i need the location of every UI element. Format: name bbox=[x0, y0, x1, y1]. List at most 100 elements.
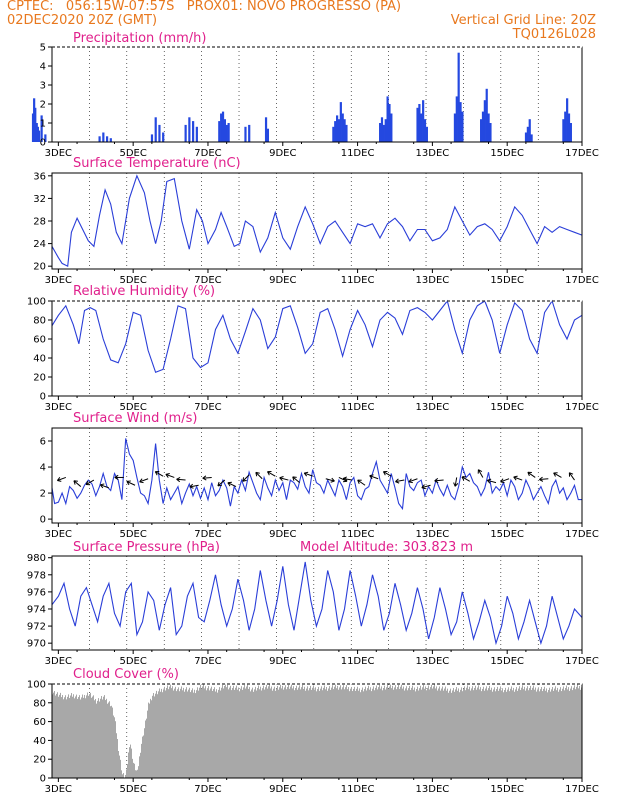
cloud-column bbox=[305, 690, 306, 778]
cloud-column bbox=[142, 736, 143, 778]
cloud-column bbox=[525, 690, 526, 778]
cloud-column bbox=[214, 687, 215, 778]
cloud-column bbox=[389, 686, 390, 778]
header-date: 02DEC2020 20Z (GMT) bbox=[7, 13, 158, 28]
cloud-column bbox=[542, 691, 543, 778]
cloud-column bbox=[59, 694, 60, 778]
wind-arrow-head bbox=[513, 476, 517, 481]
precip-bar bbox=[341, 113, 344, 142]
precip-bar bbox=[102, 132, 105, 142]
cloud-column bbox=[416, 689, 417, 778]
cloud-column bbox=[113, 715, 114, 778]
precip-bar bbox=[109, 138, 112, 142]
cloud-column bbox=[296, 685, 297, 778]
cloud-column bbox=[257, 688, 258, 778]
cloud-column bbox=[160, 691, 161, 778]
cloud-column bbox=[137, 769, 138, 778]
cloud-column bbox=[265, 687, 266, 778]
cloud-column bbox=[285, 685, 286, 778]
precip-bar bbox=[220, 113, 223, 142]
precip-bar bbox=[481, 111, 485, 142]
wind-arrow bbox=[342, 476, 353, 482]
cloud-column bbox=[437, 690, 438, 778]
wind-arrow-head bbox=[100, 483, 105, 486]
wind-arrow-head bbox=[478, 469, 483, 472]
y-tick-label: 36 bbox=[33, 171, 46, 182]
cloud-column bbox=[364, 688, 365, 778]
precip-bar bbox=[225, 124, 228, 142]
header-grid-line: Vertical Grid Line: 20Z bbox=[450, 13, 596, 28]
wind-arrow bbox=[421, 484, 431, 490]
precip-bar bbox=[343, 119, 346, 142]
cloud-column bbox=[484, 690, 485, 778]
cloud-column bbox=[522, 685, 523, 778]
precip-bar bbox=[457, 52, 460, 143]
wind-arrow bbox=[73, 480, 82, 487]
cloud-column bbox=[446, 690, 447, 778]
cloud-column bbox=[470, 690, 471, 778]
cloud-column bbox=[169, 686, 170, 778]
precip-bar bbox=[184, 124, 187, 142]
cloud-column bbox=[529, 688, 530, 778]
cloud-column bbox=[509, 691, 510, 778]
cloud-column bbox=[138, 766, 139, 778]
cloud-column bbox=[216, 689, 217, 778]
cloud-column bbox=[430, 687, 431, 778]
cloud-column bbox=[88, 695, 89, 778]
wind-arrow-head bbox=[303, 472, 308, 477]
cloud-column bbox=[374, 690, 375, 778]
cloud-column bbox=[149, 703, 150, 778]
precip-bar bbox=[480, 119, 483, 142]
y-tick-label: 0 bbox=[40, 774, 46, 785]
cloud-column bbox=[179, 691, 180, 778]
x-tick-label: 3DEC bbox=[45, 656, 72, 667]
cloud-column bbox=[241, 686, 242, 778]
cloud-column bbox=[55, 695, 56, 778]
cloud-column bbox=[96, 703, 97, 778]
cloud-column bbox=[572, 690, 573, 778]
cloud-column bbox=[520, 690, 521, 778]
cloud-column bbox=[274, 686, 275, 778]
panel-2: Relative Humidity (%) 0 20 40 60 80 100 3DEC 5DE… bbox=[27, 284, 599, 413]
cloud-column bbox=[427, 687, 428, 778]
cloud-column bbox=[168, 689, 169, 778]
cloud-column bbox=[282, 685, 283, 778]
wind-arrow bbox=[477, 469, 484, 478]
cloud-column bbox=[466, 687, 467, 778]
cloud-column bbox=[408, 688, 409, 778]
cloud-column bbox=[418, 690, 419, 778]
cloud-column bbox=[206, 690, 207, 778]
series-line bbox=[51, 174, 583, 268]
cloud-column bbox=[426, 690, 427, 778]
cloud-column bbox=[570, 688, 571, 778]
cloud-column bbox=[202, 686, 203, 778]
cloud-column bbox=[490, 689, 491, 778]
cloud-column bbox=[266, 684, 267, 778]
wind-arrow-head bbox=[342, 478, 347, 482]
cloud-column bbox=[334, 686, 335, 778]
cloud-column bbox=[321, 686, 322, 778]
cloud-column bbox=[357, 686, 358, 778]
wind-arrow bbox=[383, 470, 392, 477]
wind-arrow-shaft bbox=[165, 473, 175, 478]
series-line bbox=[51, 299, 583, 374]
panel-title: Surface Wind (m/s) bbox=[73, 411, 197, 426]
cloud-column bbox=[340, 685, 341, 778]
cloud-column bbox=[234, 689, 235, 778]
cloud-column bbox=[63, 699, 64, 778]
panel-frame bbox=[51, 427, 583, 524]
precip-bar bbox=[459, 102, 462, 142]
cloud-column bbox=[343, 685, 344, 778]
cloud-column bbox=[503, 692, 504, 778]
y-tick-label: 20 bbox=[33, 755, 46, 766]
cloud-column bbox=[344, 689, 345, 778]
cloud-column bbox=[402, 688, 403, 778]
panel-frame bbox=[51, 46, 583, 143]
x-tick-label: 13DEC bbox=[416, 784, 450, 795]
cloud-column bbox=[469, 686, 470, 778]
x-tick-label: 13DEC bbox=[416, 529, 450, 540]
cloud-column bbox=[435, 688, 436, 778]
cloud-column bbox=[122, 774, 123, 778]
cloud-column bbox=[545, 690, 546, 778]
cloud-column bbox=[95, 699, 96, 778]
